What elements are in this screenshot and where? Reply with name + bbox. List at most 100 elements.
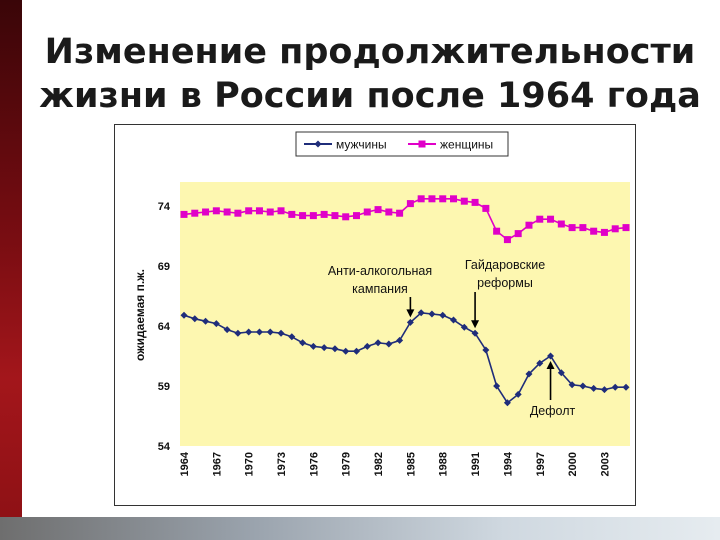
y-tick-label: 74 [158,201,171,213]
data-point-men [212,320,220,328]
title-line-2: жизни в России после 1964 года [39,76,701,116]
data-point-women [320,210,328,218]
x-tick-label: 1982 [373,452,385,476]
data-point-men [600,386,608,394]
annotation-gaidar-line2: реформы [477,276,533,290]
x-tick-label: 1994 [502,451,514,476]
data-point-men [590,384,598,392]
data-point-men [385,340,393,348]
data-point-men [611,383,619,391]
data-point-women [611,225,619,233]
data-point-women [385,208,393,216]
data-point-men [525,370,533,378]
data-point-women [288,210,296,218]
data-point-men [428,310,436,318]
annotation-anti-alcohol-line2: кампания [352,282,408,296]
data-point-men [568,381,576,389]
data-point-men [331,345,339,353]
data-point-women [547,215,555,223]
x-tick-label: 1988 [438,452,450,476]
annotation-arrowhead-anti-alcohol [406,309,415,318]
data-point-women [536,215,544,223]
data-point-women [180,210,188,218]
data-point-men [202,317,210,325]
bottom-decorative-bar [0,517,720,540]
legend-label-men: мужчины [336,138,387,152]
data-point-women [342,213,350,221]
data-point-men [363,342,371,350]
legend-label-women: женщины [440,138,493,152]
data-point-women [460,197,468,205]
data-point-men [514,390,522,398]
data-point-men [320,344,328,352]
x-tick-label: 1976 [308,452,320,476]
data-point-women [471,198,479,206]
x-tick-label: 1997 [535,452,547,476]
annotations: Анти-алкогольная кампания Гайдаровские рефо… [328,258,576,418]
data-point-women [277,207,285,215]
annotation-gaidar-line1: Гайдаровские [465,258,545,272]
left-decorative-bar [0,0,22,540]
y-tick-label: 69 [158,261,170,273]
data-point-men [536,359,544,367]
data-point-women [622,224,630,232]
data-point-women [255,207,263,215]
legend-marker-women [418,140,426,148]
data-point-men [266,328,274,336]
data-point-women [234,209,242,217]
data-point-women [600,228,608,236]
annotation-default-label: Дефолт [530,404,576,418]
x-tick-label: 1985 [405,452,417,476]
annotation-arrowhead-gaidar [471,320,480,329]
title-line-1: Изменение продолжительности [44,32,696,72]
data-point-women [568,224,576,232]
y-ticks: 54 59 64 69 74 [158,201,171,453]
annotation-arrowhead-default [546,361,555,369]
data-point-men [255,328,263,336]
data-point-men [277,329,285,337]
data-point-men [547,352,555,360]
data-point-women [352,212,360,220]
x-tick-label: 2000 [567,452,579,476]
x-tick-label: 1964 [179,451,191,476]
slide-title: Изменение продолжительности жизни в Росс… [30,30,710,118]
data-point-women [374,206,382,214]
data-point-men [352,347,360,355]
data-point-men [622,383,630,391]
data-point-women [514,230,522,238]
data-point-women [191,209,199,217]
data-point-men [180,311,188,319]
data-point-women [363,208,371,216]
data-point-men [288,333,296,341]
data-point-women [309,212,317,220]
legend-box [295,131,509,157]
data-point-men [482,346,490,354]
data-point-women [417,195,425,203]
data-point-men [406,318,414,326]
data-point-women [202,208,210,216]
data-point-women [525,221,533,229]
data-point-men [234,329,242,337]
data-point-women [266,208,274,216]
data-point-men [579,382,587,390]
plot-area [180,182,630,446]
data-point-men [450,316,458,324]
data-point-men [493,382,501,390]
data-point-men [342,347,350,355]
data-point-women [245,207,253,215]
x-tick-label: 1973 [276,452,288,476]
y-axis-label: ожидаемая п.ж. [133,269,147,361]
x-tick-label: 1991 [470,452,482,476]
data-point-women [212,207,220,215]
data-point-women [493,227,501,235]
data-point-men [374,339,382,347]
data-point-men [557,369,565,377]
data-point-women [503,236,511,244]
data-point-men [191,315,199,323]
series-group [180,195,630,407]
x-tick-label: 1967 [211,452,223,476]
x-tick-label: 1970 [244,452,256,476]
x-ticks: 1964 1967 1970 1973 1976 1979 1982 1985 1988 1991… [179,451,611,476]
data-point-women [406,200,414,208]
